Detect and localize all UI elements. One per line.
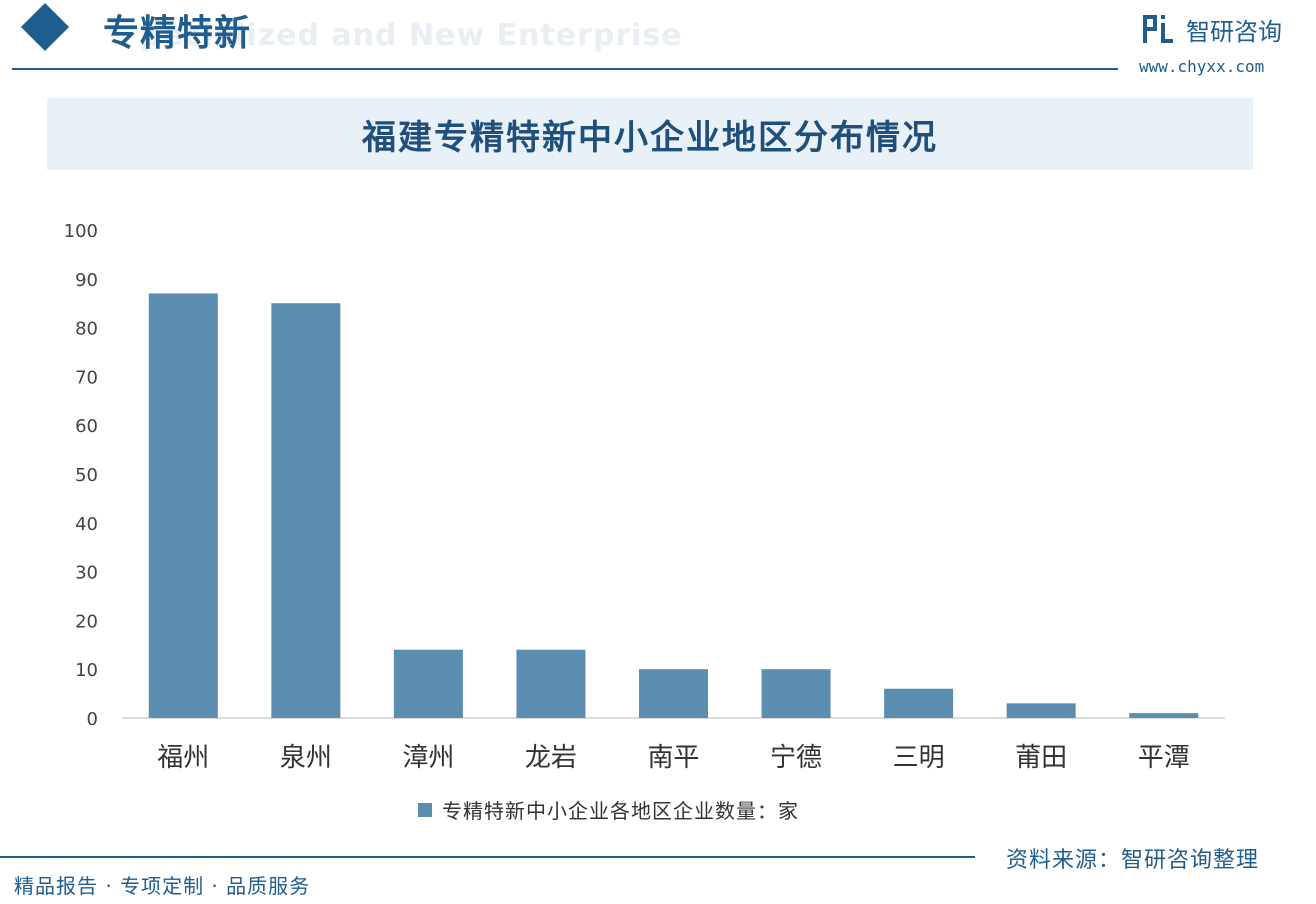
legend-label: 专精特新中小企业各地区企业数量：家 (442, 799, 799, 823)
chart-title: 福建专精特新中小企业地区分布情况 (362, 117, 938, 158)
y-tick-label: 80 (75, 319, 98, 340)
bar (516, 649, 586, 718)
bar (393, 649, 463, 718)
x-tick-label: 泉州 (280, 743, 332, 773)
legend-swatch (418, 802, 432, 817)
y-tick-label: 20 (75, 611, 98, 632)
bar (148, 293, 218, 718)
x-tick-label: 龙岩 (525, 743, 577, 773)
bar-chart: 0 10 20 30 40 50 60 70 80 90 100 福州 泉州 漳州 龙岩 南平 宁德 三明 莆田 平潭 (64, 221, 1225, 773)
page-header: pecialized and New Enterprise 专精特新 智研咨询 … (0, 0, 1316, 80)
data-source: 资料来源：智研咨询整理 (1006, 848, 1260, 873)
header-subtitle: pecialized and New Enterprise (140, 18, 683, 53)
y-tick-label: 40 (75, 514, 98, 535)
bar (271, 303, 341, 718)
x-tick-label: 福州 (157, 743, 209, 773)
y-tick-label: 50 (75, 465, 98, 486)
bar (884, 688, 954, 718)
bar (761, 669, 831, 718)
bar (1006, 703, 1076, 718)
y-tick-label: 0 (87, 709, 98, 730)
footer-divider (0, 856, 975, 858)
x-tick-label: 漳州 (402, 743, 454, 773)
diamond-icon (20, 2, 70, 52)
x-tick-label: 平潭 (1138, 743, 1190, 773)
footer-tagline: 精品报告 · 专项定制 · 品质服务 (14, 874, 311, 898)
brand-name: 智研咨询 (1186, 18, 1282, 46)
bar (1129, 713, 1199, 718)
x-tick-label: 宁德 (770, 743, 822, 773)
y-tick-label: 10 (75, 660, 98, 681)
brand-logo-icon (1143, 15, 1173, 43)
chart-title-band: 福建专精特新中小企业地区分布情况 (47, 98, 1253, 170)
header-divider (12, 68, 1118, 70)
x-tick-label: 南平 (647, 743, 699, 773)
x-tick-label: 莆田 (1015, 743, 1067, 773)
x-tick-label: 三明 (893, 743, 945, 773)
y-tick-label: 100 (64, 221, 98, 242)
y-tick-label: 60 (75, 416, 98, 437)
brand-url: www.chyxx.com (1139, 57, 1265, 76)
chart-legend: 专精特新中小企业各地区企业数量：家 (418, 795, 799, 824)
y-tick-label: 70 (75, 367, 98, 388)
header-title: 专精特新 (103, 13, 252, 54)
y-tick-label: 90 (75, 270, 98, 291)
bar (639, 669, 708, 718)
y-tick-label: 30 (75, 563, 98, 584)
